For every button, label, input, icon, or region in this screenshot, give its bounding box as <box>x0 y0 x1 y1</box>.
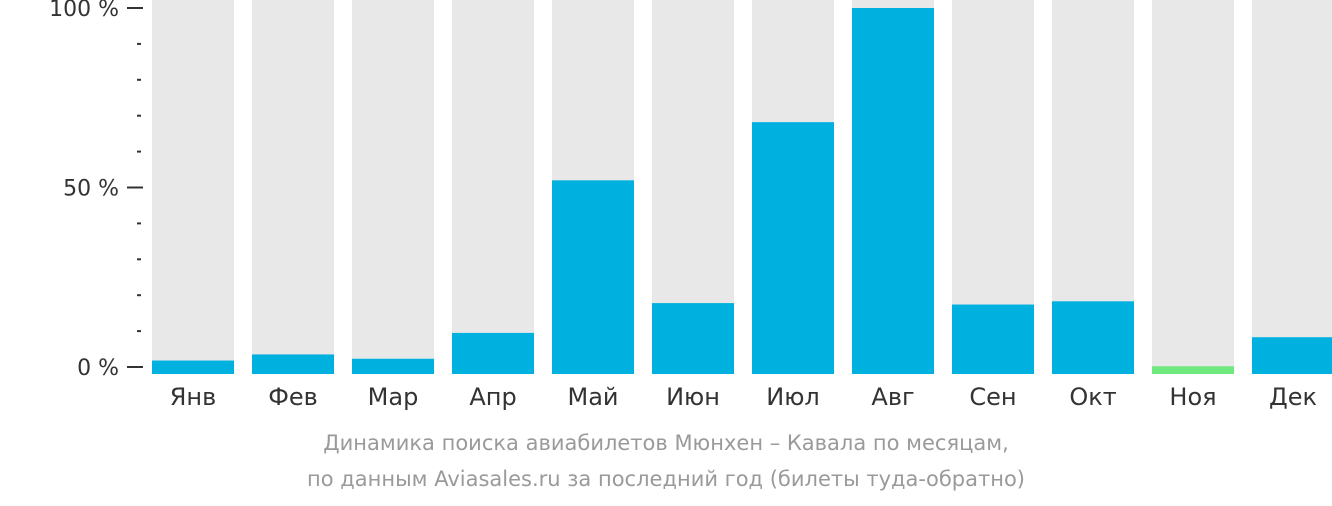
bar-10 <box>1052 301 1134 374</box>
bar-1 <box>152 360 234 374</box>
bar-3 <box>352 358 434 374</box>
bar-track-12 <box>1252 0 1332 374</box>
bar-8 <box>852 8 934 374</box>
x-tick-label-11: Ноя <box>1169 383 1216 411</box>
x-tick-label-7: Июл <box>766 383 820 411</box>
bar-12 <box>1252 337 1332 374</box>
y-tick-label-3: 100 % <box>49 0 119 22</box>
chart-caption-line-2: по данным Aviasales.ru за последний год … <box>307 467 1025 491</box>
x-tick-label-6: Июн <box>666 383 720 411</box>
chart-caption-line-1: Динамика поиска авиабилетов Мюнхен – Кав… <box>323 431 1009 455</box>
bar-track-2 <box>252 0 334 374</box>
x-tick-label-2: Фев <box>268 383 318 411</box>
y-tick-label-1: 0 % <box>77 356 119 381</box>
bar-track-3 <box>352 0 434 374</box>
x-tick-label-8: Авг <box>871 383 914 411</box>
x-tick-label-5: Май <box>567 383 618 411</box>
bar-6 <box>652 303 734 374</box>
x-tick-label-12: Дек <box>1269 383 1317 411</box>
bar-11 <box>1152 366 1234 374</box>
x-tick-label-3: Мар <box>368 383 419 411</box>
x-tick-label-9: Сен <box>969 383 1016 411</box>
bar-5 <box>552 180 634 374</box>
bar-9 <box>952 304 1034 374</box>
bar-track-4 <box>452 0 534 374</box>
bar-track-1 <box>152 0 234 374</box>
bar-track-11 <box>1152 0 1234 374</box>
x-tick-label-1: Янв <box>170 383 217 411</box>
bar-4 <box>452 332 534 374</box>
x-tick-label-4: Апр <box>469 383 516 411</box>
x-tick-label-10: Окт <box>1069 383 1116 411</box>
bar-2 <box>252 354 334 374</box>
y-tick-label-2: 50 % <box>63 177 119 202</box>
bar-7 <box>752 122 834 374</box>
